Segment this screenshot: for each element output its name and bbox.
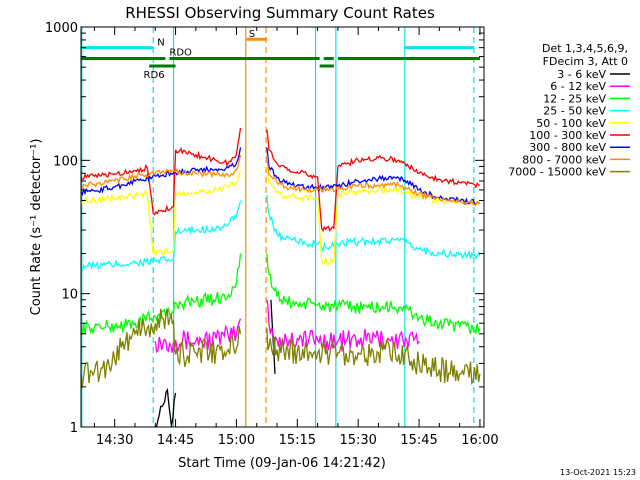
x-tick-label-16-00: 16:00 xyxy=(461,433,498,448)
x-tick-label-15-00: 15:00 xyxy=(218,433,255,448)
legend-label-800-7000-kev: 800 - 7000 keV xyxy=(522,153,606,166)
legend-label-6-12-kev: 6 - 12 keV xyxy=(550,80,606,93)
axes: 14:30 14:45 15:00 15:15 15:30 15:45 16:00 1 10 10… xyxy=(45,21,499,448)
x-tick-label-14-30: 14:30 xyxy=(96,433,133,448)
flag-bars: N RDO RD6 S xyxy=(81,29,480,81)
series-line-50-100-kev xyxy=(80,169,481,266)
series-line-100-300-kev xyxy=(80,127,480,233)
vertical-markers xyxy=(81,27,475,427)
x-tick-label-15-15: 15:15 xyxy=(279,433,316,448)
y-tick-label-10: 10 xyxy=(61,288,78,303)
x-tick-label-15-45: 15:45 xyxy=(400,433,437,448)
legend: Det 1,3,4,5,6,9, FDecim 3, Att 0 3 - 6 k… xyxy=(508,42,630,179)
series-line-800-7000-kev xyxy=(80,154,481,206)
legend-label-300-800-kev: 300 - 800 keV xyxy=(529,141,606,154)
x-tick-label-15-30: 15:30 xyxy=(339,433,376,448)
flag-label-n: N xyxy=(157,38,164,49)
legend-label-12-25-kev: 12 - 25 keV xyxy=(543,92,606,105)
legend-label-25-50-kev: 25 - 50 keV xyxy=(543,105,606,118)
legend-label-3-6-kev: 3 - 6 keV xyxy=(557,68,606,81)
x-axis-label: Start Time (09-Jan-06 14:21:42) xyxy=(178,456,386,471)
series-line-25-50-kev xyxy=(80,194,481,273)
legend-header-line-2: FDecim 3, Att 0 xyxy=(543,55,628,68)
series-lines xyxy=(80,127,481,428)
x-tick-label-14-45: 14:45 xyxy=(157,433,194,448)
plot-area xyxy=(81,27,484,427)
plot-frame xyxy=(80,26,485,428)
y-tick-label-100: 100 xyxy=(53,154,78,169)
chart-title: RHESSI Observing Summary Count Rates xyxy=(125,4,435,22)
y-axis-label: Count Rate (s⁻¹ detector⁻¹) xyxy=(29,139,44,316)
series-line-7000-15000-kev xyxy=(80,308,481,387)
flag-label-rd6: RD6 xyxy=(144,70,165,81)
flag-label-rdo: RDO xyxy=(169,48,192,59)
footer-date: 13-Oct-2021 15:23 xyxy=(560,468,636,477)
legend-label-100-300-kev: 100 - 300 keV xyxy=(529,129,606,142)
legend-label-50-100-kev: 50 - 100 keV xyxy=(536,117,606,130)
y-tick-label-1000: 1000 xyxy=(45,21,78,36)
flag-label-s: S xyxy=(249,29,255,40)
legend-header-line-1: Det 1,3,4,5,6,9, xyxy=(542,42,628,55)
legend-label-7000-15000-kev: 7000 - 15000 keV xyxy=(508,166,606,179)
y-tick-label-1: 1 xyxy=(70,421,78,436)
